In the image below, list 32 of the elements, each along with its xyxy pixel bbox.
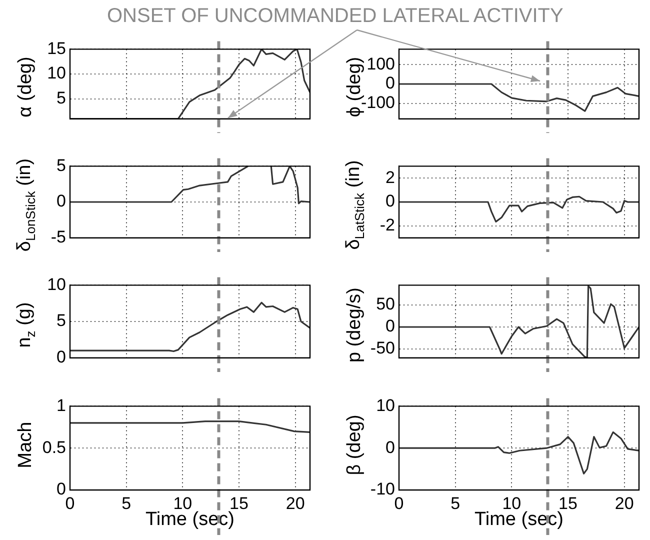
y-tick-label: 2 — [386, 168, 395, 187]
x-tick-label: 20 — [286, 494, 305, 513]
y-tick-label: 1 — [56, 396, 66, 415]
text: ONSET OF UNCOMMANDED LATERAL ACTIVITY — [107, 5, 564, 28]
y-tick-label: 0 — [56, 480, 66, 499]
y-tick-label: 0 — [386, 438, 395, 457]
y-axis-title: α (deg) — [15, 56, 37, 118]
y-tick-label: 0 — [386, 74, 395, 93]
y-tick-label: 5 — [56, 156, 66, 175]
y-tick-label: 100 — [366, 54, 395, 74]
y-tick-label: 50 — [376, 294, 395, 314]
y-tick-label: 10 — [376, 396, 395, 415]
y-axis-title: Mach — [15, 422, 37, 468]
y-tick-label: 0 — [386, 316, 395, 336]
x-tick-label: 5 — [450, 494, 460, 513]
y-tick-label: 5 — [56, 311, 66, 330]
y-tick-label: 0.5 — [42, 438, 66, 457]
y-tick-label: 10 — [47, 274, 66, 294]
y-tick-label: 0 — [56, 347, 66, 366]
y-tick-label: -50 — [370, 338, 395, 358]
y-tick-label: -2 — [380, 216, 395, 235]
y-tick-label: -5 — [50, 227, 66, 246]
x-tick-label: 20 — [614, 494, 634, 513]
x-tick-label: 5 — [122, 494, 132, 513]
y-tick-label: 10 — [47, 64, 66, 83]
y-tick-label: 0 — [386, 192, 395, 211]
y-tick-label: 0 — [56, 192, 66, 211]
y-axis-title: p (deg/s) — [344, 287, 366, 362]
y-axis-title: β (deg) — [344, 414, 366, 476]
y-tick-label: -10 — [370, 480, 395, 499]
y-tick-label: 15 — [47, 38, 66, 58]
y-tick-label: 5 — [56, 88, 66, 108]
